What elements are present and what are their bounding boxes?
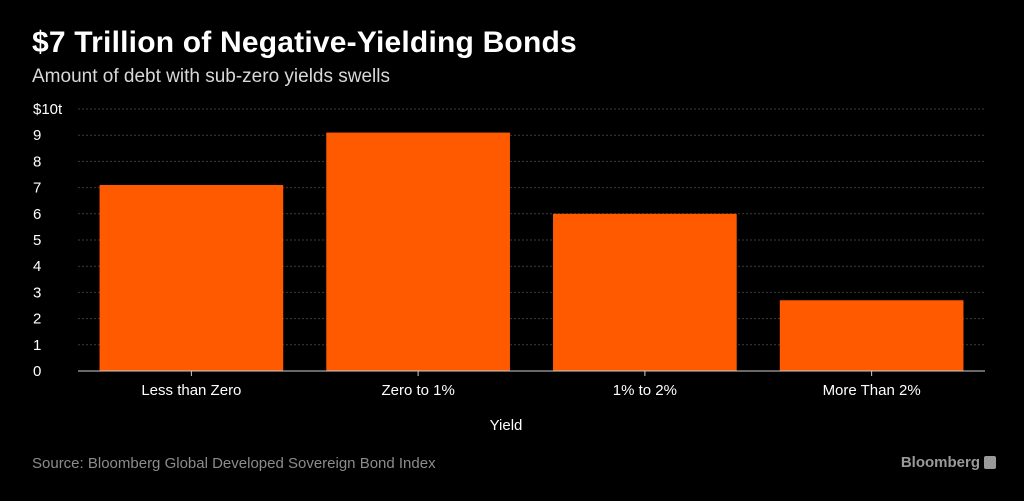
source-note: Source: Bloomberg Global Developed Sover… xyxy=(32,455,436,472)
x-tick-label: 1% to 2% xyxy=(613,382,677,399)
y-tick-label: 6 xyxy=(33,206,41,223)
y-tick-label: 0 xyxy=(33,363,41,380)
bar xyxy=(553,213,737,371)
chart-title: $7 Trillion of Negative-Yielding Bonds xyxy=(32,26,577,59)
x-tick-label: More Than 2% xyxy=(823,382,921,399)
x-tick-label: Zero to 1% xyxy=(381,382,454,399)
y-tick-label: 5 xyxy=(33,232,41,249)
bloomberg-logo-icon xyxy=(984,456,996,469)
x-tick-label: Less than Zero xyxy=(141,382,241,399)
y-tick-label: 8 xyxy=(33,153,41,170)
y-tick-label: 1 xyxy=(33,337,41,354)
bar xyxy=(779,300,964,371)
gridlines xyxy=(78,108,985,346)
x-axis-title: Yield xyxy=(490,417,523,434)
y-tick-label: 7 xyxy=(33,180,41,197)
bar xyxy=(326,132,510,371)
axes: 0 1 2 3 4 5 6 7 8 9 $10t Less than Zero Zero to 1% 1%… xyxy=(33,101,985,399)
bar xyxy=(99,184,284,371)
chart-subtitle: Amount of debt with sub-zero yields swel… xyxy=(32,66,390,87)
y-tick-label: 3 xyxy=(33,284,41,301)
y-tick-label: 4 xyxy=(33,258,41,275)
y-tick-label: 9 xyxy=(33,127,41,144)
y-tick-label: $10t xyxy=(33,101,63,118)
bars xyxy=(99,132,964,371)
y-tick-label: 2 xyxy=(33,311,41,328)
bloomberg-logo: Bloomberg xyxy=(900,454,980,471)
